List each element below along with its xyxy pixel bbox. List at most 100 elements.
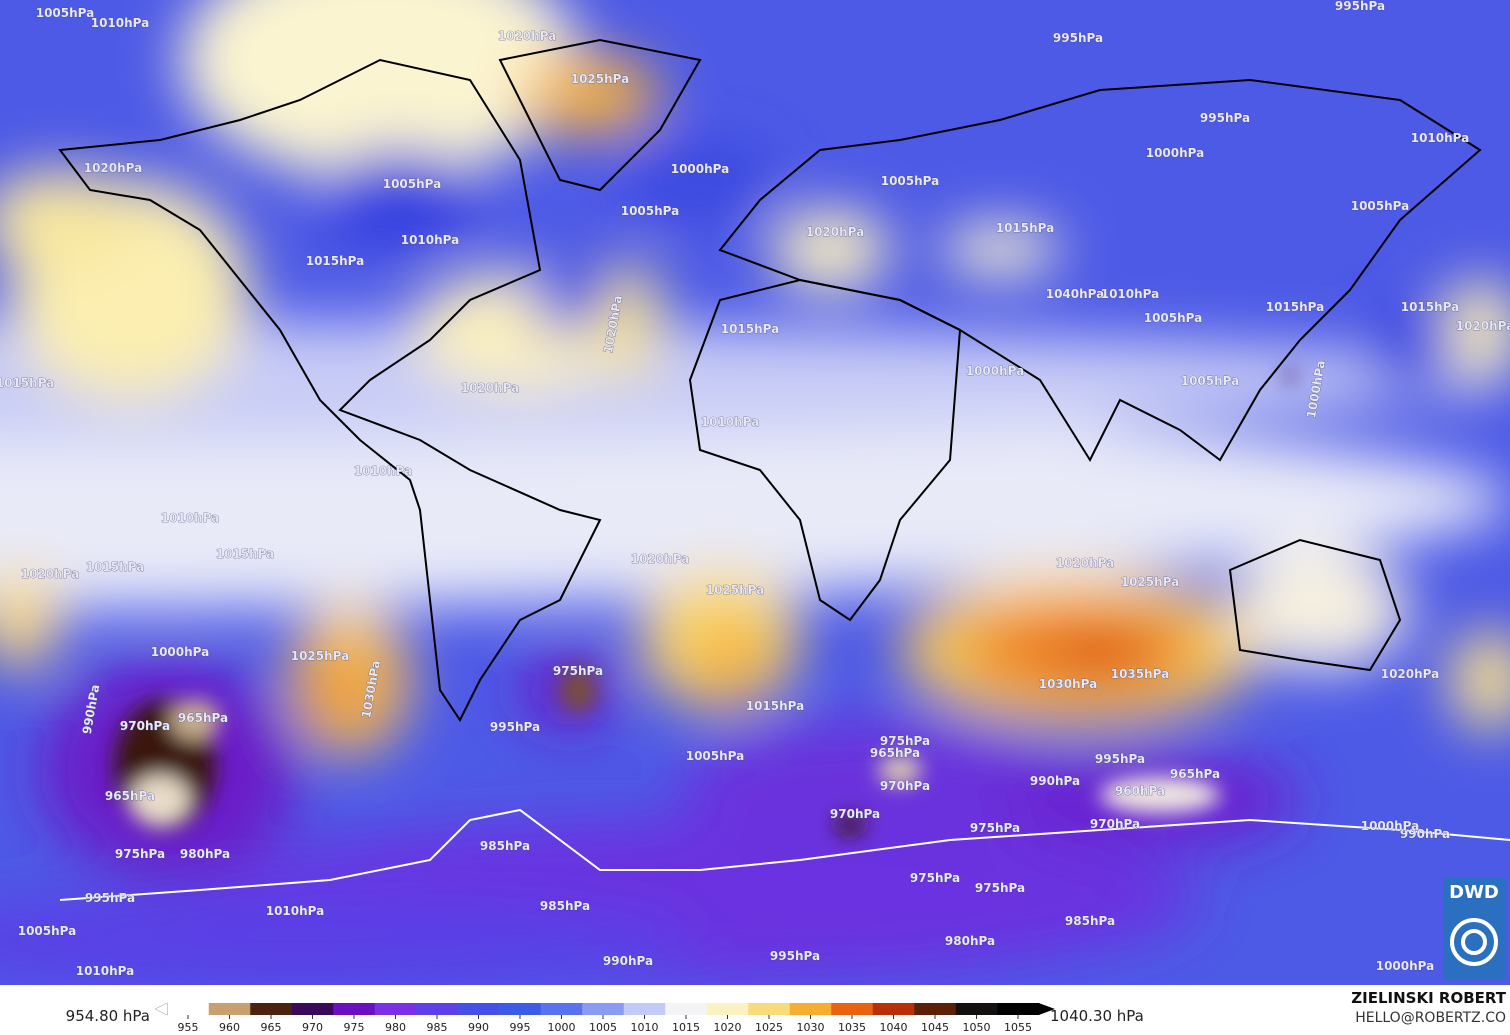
isobar-label: 1010hPa bbox=[1411, 131, 1470, 145]
pressure-area bbox=[620, 140, 780, 220]
colorbar-end bbox=[1038, 1003, 1055, 1015]
low-core bbox=[1100, 777, 1220, 813]
isobar-label: 995hPa bbox=[490, 720, 540, 734]
contact: HELLO@ROBERTZ.CO bbox=[1355, 1010, 1506, 1026]
colorbar-tick-label: 1055 bbox=[1004, 1021, 1032, 1034]
isobar-label: 1015hPa bbox=[746, 699, 805, 713]
isobar-label: 1015hPa bbox=[306, 254, 365, 268]
pressure-area bbox=[600, 260, 660, 380]
colorbar-tick-label: 965 bbox=[261, 1021, 282, 1034]
logo-icon bbox=[1450, 918, 1498, 966]
colorbar-segment bbox=[167, 1003, 210, 1015]
isobar-label: 1015hPa bbox=[216, 547, 275, 561]
colorbar-end bbox=[154, 1002, 168, 1016]
isobar-label: 1035hPa bbox=[1111, 667, 1170, 681]
low-core bbox=[835, 815, 865, 835]
colorbar-segment bbox=[748, 1003, 791, 1015]
isobar-label: 1005hPa bbox=[686, 749, 745, 763]
logo-icon bbox=[1461, 929, 1487, 955]
colorbar-tick-label: 955 bbox=[178, 1021, 199, 1034]
colorbar-segment bbox=[831, 1003, 874, 1015]
isobar-label: 1000hPa bbox=[1146, 146, 1205, 160]
colorbar-tick-label: 1000 bbox=[548, 1021, 576, 1034]
isobar-label: 1020hPa bbox=[631, 552, 690, 566]
isobar-label: 965hPa bbox=[178, 711, 228, 725]
isobar-label: 1020hPa bbox=[21, 567, 80, 581]
isobar-label: 985hPa bbox=[480, 839, 530, 853]
low-core bbox=[560, 668, 596, 712]
isobar-label: 1005hPa bbox=[621, 204, 680, 218]
isobar-label: 1020hPa bbox=[1056, 556, 1115, 570]
colorbar-segment bbox=[540, 1003, 583, 1015]
low-core bbox=[170, 700, 220, 740]
colorbar-segment bbox=[955, 1003, 998, 1015]
colorbar-tick-label: 1035 bbox=[838, 1021, 866, 1034]
isobar-label: 1015hPa bbox=[86, 560, 145, 574]
coastlines bbox=[58, 38, 1482, 722]
isobar-label: 995hPa bbox=[1095, 752, 1145, 766]
dwd-logo: DWD bbox=[1443, 878, 1505, 980]
isobar-label: 1010hPa bbox=[401, 233, 460, 247]
colorbar-tick-label: 960 bbox=[219, 1021, 240, 1034]
pressure-area bbox=[180, 0, 580, 180]
isobar-label: 970hPa bbox=[1090, 817, 1140, 831]
pressure-area bbox=[0, 570, 60, 670]
pressure-area bbox=[0, 170, 140, 270]
colorbar-segment bbox=[789, 1003, 832, 1015]
colorbar-max: 1040.30 hPa bbox=[1050, 1007, 1144, 1025]
pressure-area bbox=[530, 270, 610, 330]
pressure-area bbox=[0, 890, 700, 985]
isobar-label: 990hPa bbox=[603, 954, 653, 968]
low-core bbox=[130, 775, 190, 825]
isobar-label: 1025hPa bbox=[571, 72, 630, 86]
colorbar-segment bbox=[499, 1003, 542, 1015]
isobar-label: 975hPa bbox=[970, 821, 1020, 835]
isobar-label: 1000hPa bbox=[671, 162, 730, 176]
isobar-label: 1000hPa bbox=[151, 645, 210, 659]
colorbar-tick-label: 1015 bbox=[672, 1021, 700, 1034]
isobar-label: 980hPa bbox=[945, 934, 995, 948]
isobar-label: 985hPa bbox=[1065, 914, 1115, 928]
isobar-label: 1020hPa bbox=[84, 161, 143, 175]
isobar-label: 1040hPa bbox=[1046, 287, 1105, 301]
isobar-label: 1020hPa bbox=[461, 381, 520, 395]
pressure-area bbox=[520, 55, 660, 135]
colorbar-segment bbox=[374, 1003, 417, 1015]
colorbar-tick-label: 1005 bbox=[589, 1021, 617, 1034]
isobar-label: 1015hPa bbox=[1266, 300, 1325, 314]
isobar-label: 1015hPa bbox=[996, 221, 1055, 235]
isobar-label: 1005hPa bbox=[1181, 374, 1240, 388]
pressure-area bbox=[770, 210, 890, 290]
isobar-label: 1005hPa bbox=[1144, 311, 1203, 325]
isobar-label: 995hPa bbox=[770, 949, 820, 963]
isobar-label: 985hPa bbox=[540, 899, 590, 913]
logo-text: DWD bbox=[1449, 882, 1499, 903]
pressure-area bbox=[1230, 550, 1410, 670]
isobar-label: 970hPa bbox=[880, 779, 930, 793]
isobar-label: 1005hPa bbox=[881, 174, 940, 188]
colorbar-tick-label: 980 bbox=[385, 1021, 406, 1034]
colorbar-segment bbox=[997, 1003, 1040, 1015]
antarctica-coast bbox=[59, 808, 1510, 901]
colorbar-segment bbox=[582, 1003, 625, 1015]
colorbar-tick-label: 985 bbox=[427, 1021, 448, 1034]
isobar-label: 960hPa bbox=[1115, 784, 1165, 798]
pressure-area bbox=[940, 225, 1060, 275]
isobar-label: 1020hPa bbox=[1381, 667, 1440, 681]
colorbar-tick-label: 990 bbox=[468, 1021, 489, 1034]
isobar-label: 990hPa bbox=[1400, 827, 1450, 841]
isobar-label: 965hPa bbox=[105, 789, 155, 803]
isobar-label: 970hPa bbox=[120, 719, 170, 733]
pressure-area bbox=[310, 650, 380, 730]
isobar-label: 1025hPa bbox=[291, 649, 350, 663]
isobar-label: 975hPa bbox=[880, 734, 930, 748]
colorbar-tick-label: 1040 bbox=[880, 1021, 908, 1034]
pressure-area bbox=[1360, 310, 1460, 390]
isobar-label: 970hPa bbox=[830, 807, 880, 821]
pressure-area bbox=[1450, 630, 1510, 730]
colorbar-segment bbox=[872, 1003, 915, 1015]
low-core bbox=[878, 755, 922, 785]
colorbar-segment bbox=[457, 1003, 500, 1015]
isobar-label: 1005hPa bbox=[18, 924, 77, 938]
isobar-label: 1010hPa bbox=[91, 16, 150, 30]
